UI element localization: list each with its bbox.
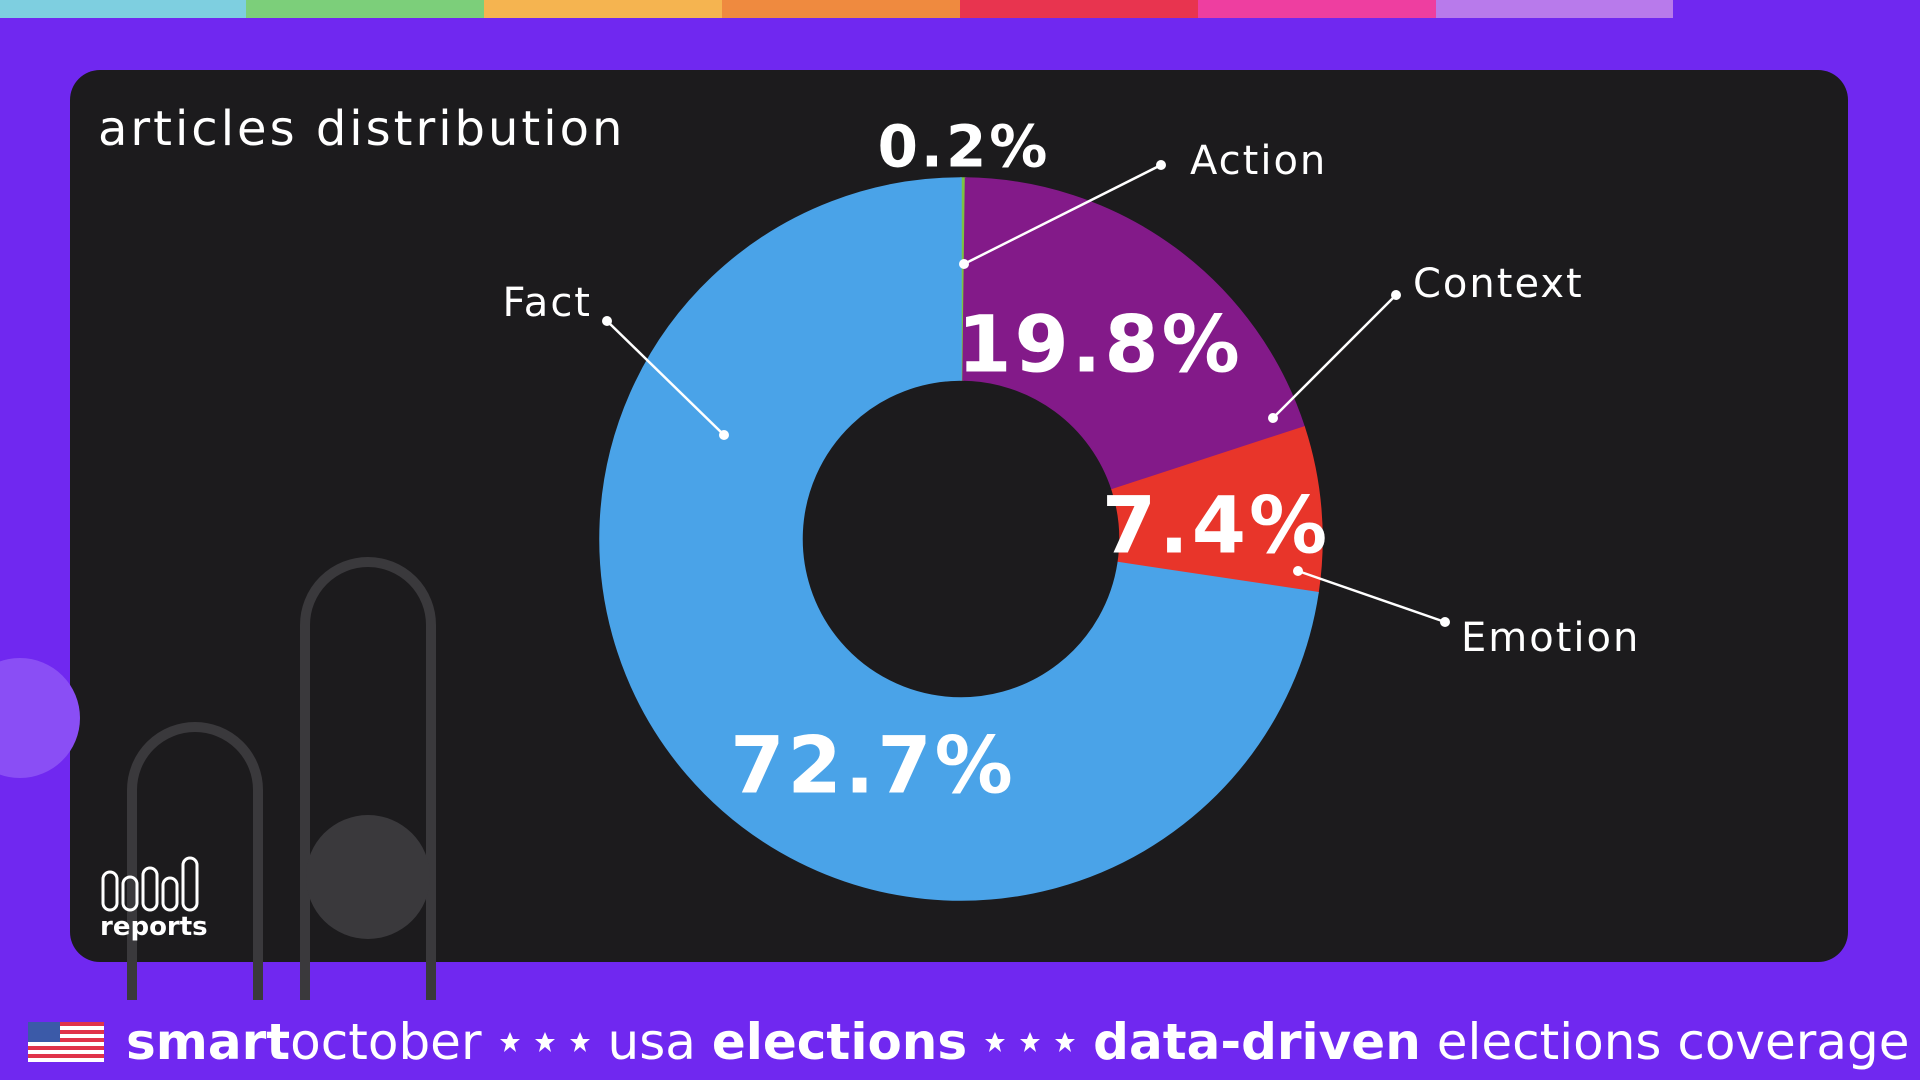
category-label: Context [1413,261,1584,307]
donut-slice [962,177,1306,491]
footer: smart october usa elections data-driven e… [28,1012,1909,1072]
brand-light: october [290,1013,482,1071]
leader-dot [719,430,729,440]
stars [499,1032,590,1052]
decor [0,557,436,1000]
leader-line [606,320,725,436]
chart-title: articles distribution [98,101,625,157]
logo [101,856,199,912]
topic-bold: elections [711,1013,968,1071]
leader-dot [959,259,969,269]
value-label: 0.2% [878,112,1051,180]
card [70,70,1848,962]
value-label: 72.7% [730,721,1016,811]
leader-line [1272,294,1397,419]
category-label: Emotion [1461,615,1640,661]
category-label: Fact [502,280,592,326]
stars [985,1032,1076,1052]
leader-dot [1391,290,1401,300]
tag-light: elections coverage [1436,1013,1910,1071]
category-label: Action [1190,138,1327,184]
donut-slice [599,177,1319,901]
chart: articles distribution reports Action 0.2%… [0,0,1848,1000]
leader-line [963,163,1162,266]
value-label: 19.8% [957,300,1243,390]
brand-bold: smart [126,1013,291,1071]
leader-line [1297,569,1446,624]
leader-dot [1293,566,1303,576]
value-label: 7.4% [1102,481,1330,571]
flag [28,1022,104,1062]
leader-dot [602,316,612,326]
topic-light: usa [607,1013,696,1071]
logo-text: reports [100,912,208,942]
leader-dot [1156,160,1166,170]
top-strip [0,0,1673,18]
leader-dot [1268,413,1278,423]
tag-bold: data-driven [1093,1013,1421,1071]
leader-dot [1440,617,1450,627]
